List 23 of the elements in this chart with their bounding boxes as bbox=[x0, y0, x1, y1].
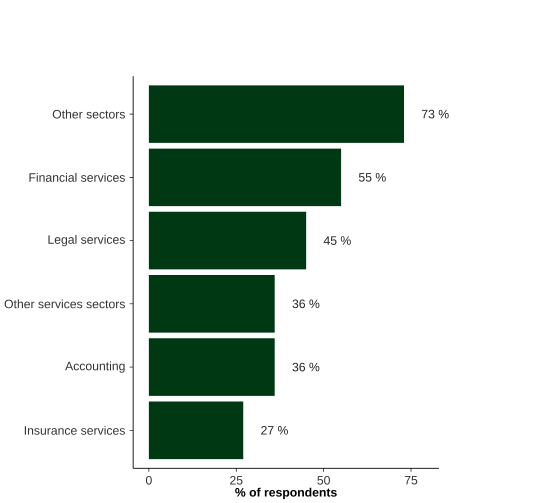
y-tick-label: Accounting bbox=[65, 361, 125, 373]
bar bbox=[148, 212, 306, 270]
y-tick-label: Other services sectors bbox=[4, 299, 125, 308]
bar bbox=[148, 274, 275, 333]
y-tick-label: Insurance services bbox=[24, 426, 125, 435]
x-axis-title: % of respondents bbox=[235, 488, 337, 499]
x-tick-label: 25 bbox=[230, 476, 243, 485]
data-label: 55 % bbox=[358, 172, 386, 182]
y-tick-label: Other sectors bbox=[52, 110, 125, 119]
y-tick-label: Financial services bbox=[29, 172, 125, 182]
data-label: 36 % bbox=[292, 362, 320, 372]
bar bbox=[148, 401, 244, 460]
x-tick-label: 50 bbox=[317, 476, 330, 485]
data-label: 45 % bbox=[324, 236, 351, 245]
y-tick-label: Legal services bbox=[48, 234, 125, 246]
data-label: 36 % bbox=[292, 299, 320, 308]
bar bbox=[148, 85, 404, 143]
data-label: 73 % bbox=[422, 110, 449, 118]
x-tick-label: 0 bbox=[146, 476, 152, 485]
bar bbox=[148, 148, 342, 206]
bar bbox=[148, 338, 275, 396]
x-tick-label: 75 bbox=[404, 476, 418, 484]
data-label: 27 % bbox=[261, 426, 288, 435]
